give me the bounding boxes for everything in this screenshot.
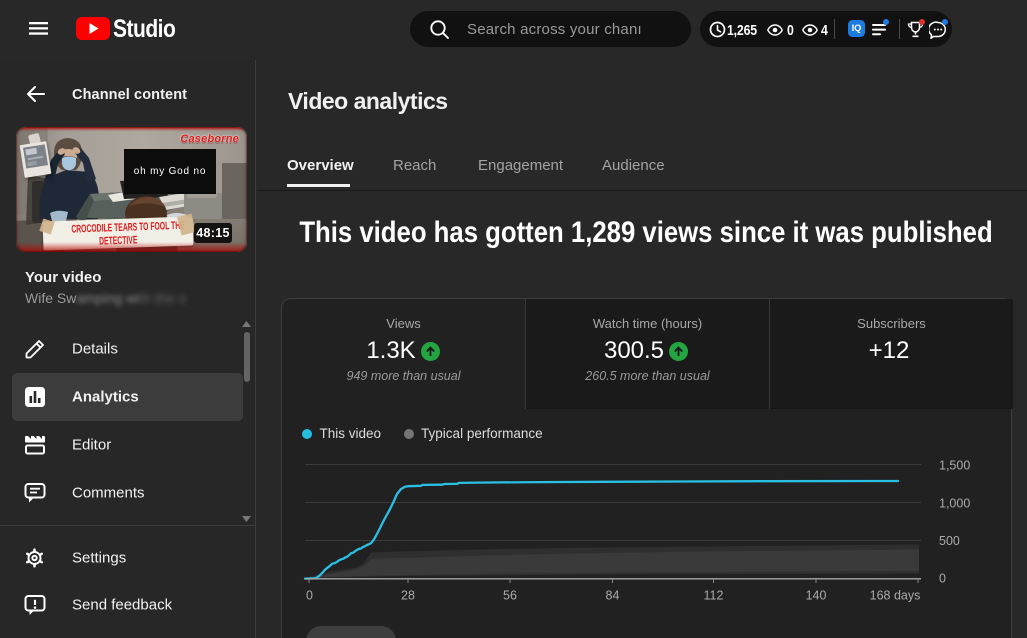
svg-text:0: 0 xyxy=(939,572,946,586)
svg-text:84: 84 xyxy=(606,589,620,603)
svg-text:112: 112 xyxy=(704,589,724,603)
svg-text:1,000: 1,000 xyxy=(939,497,970,511)
svg-text:1,500: 1,500 xyxy=(939,459,970,473)
svg-text:168 days: 168 days xyxy=(870,589,921,603)
svg-text:0: 0 xyxy=(306,589,313,603)
svg-text:500: 500 xyxy=(939,534,960,548)
svg-text:56: 56 xyxy=(503,589,517,603)
svg-text:140: 140 xyxy=(806,589,827,603)
svg-text:28: 28 xyxy=(401,589,415,603)
